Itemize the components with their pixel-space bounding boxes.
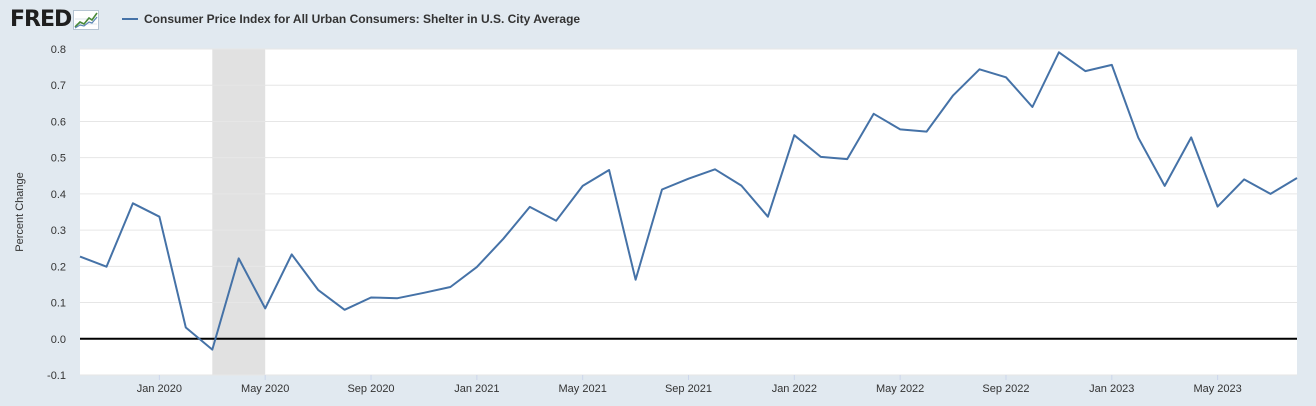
y-tick-label: 0.6: [51, 116, 66, 128]
chart-trend-icon: [73, 10, 100, 30]
legend[interactable]: Consumer Price Index for All Urban Consu…: [122, 11, 580, 27]
x-tick-label: May 2021: [559, 383, 607, 395]
y-tick-label: 0.5: [51, 153, 66, 165]
x-tick-label: May 2022: [876, 383, 924, 395]
x-tick-label: Sep 2022: [982, 383, 1029, 395]
x-tick-label: Sep 2020: [347, 383, 394, 395]
x-tick-label: Jan 2020: [137, 383, 182, 395]
fred-logo-text: FRED: [10, 7, 72, 32]
legend-swatch: [122, 18, 138, 20]
x-tick-label: Jan 2023: [1089, 383, 1134, 395]
y-tick-label: 0.4: [51, 189, 66, 201]
y-tick-label: 0.0: [51, 334, 66, 346]
y-tick-label: 0.8: [51, 44, 66, 56]
y-tick-label: 0.2: [51, 261, 66, 273]
legend-series-label: Consumer Price Index for All Urban Consu…: [144, 12, 581, 26]
y-tick-label: 0.3: [51, 225, 66, 237]
chart-header: FRED Consumer Price Index for All Urban …: [0, 0, 1316, 38]
y-tick-label: 0.1: [51, 298, 66, 310]
y-tick-label: 0.7: [51, 80, 66, 92]
x-tick-label: Sep 2021: [665, 383, 712, 395]
series-line: [79, 51, 1298, 351]
x-tick-label: Jan 2021: [454, 383, 499, 395]
x-tick-label: May 2020: [241, 383, 289, 395]
y-tick-label: -0.1: [47, 370, 66, 382]
recession-shading: [212, 49, 266, 375]
x-tick-label: Jan 2022: [772, 383, 817, 395]
plot-area: [80, 49, 1297, 375]
fred-logo[interactable]: FRED: [10, 7, 100, 33]
x-tick-label: May 2023: [1193, 383, 1241, 395]
